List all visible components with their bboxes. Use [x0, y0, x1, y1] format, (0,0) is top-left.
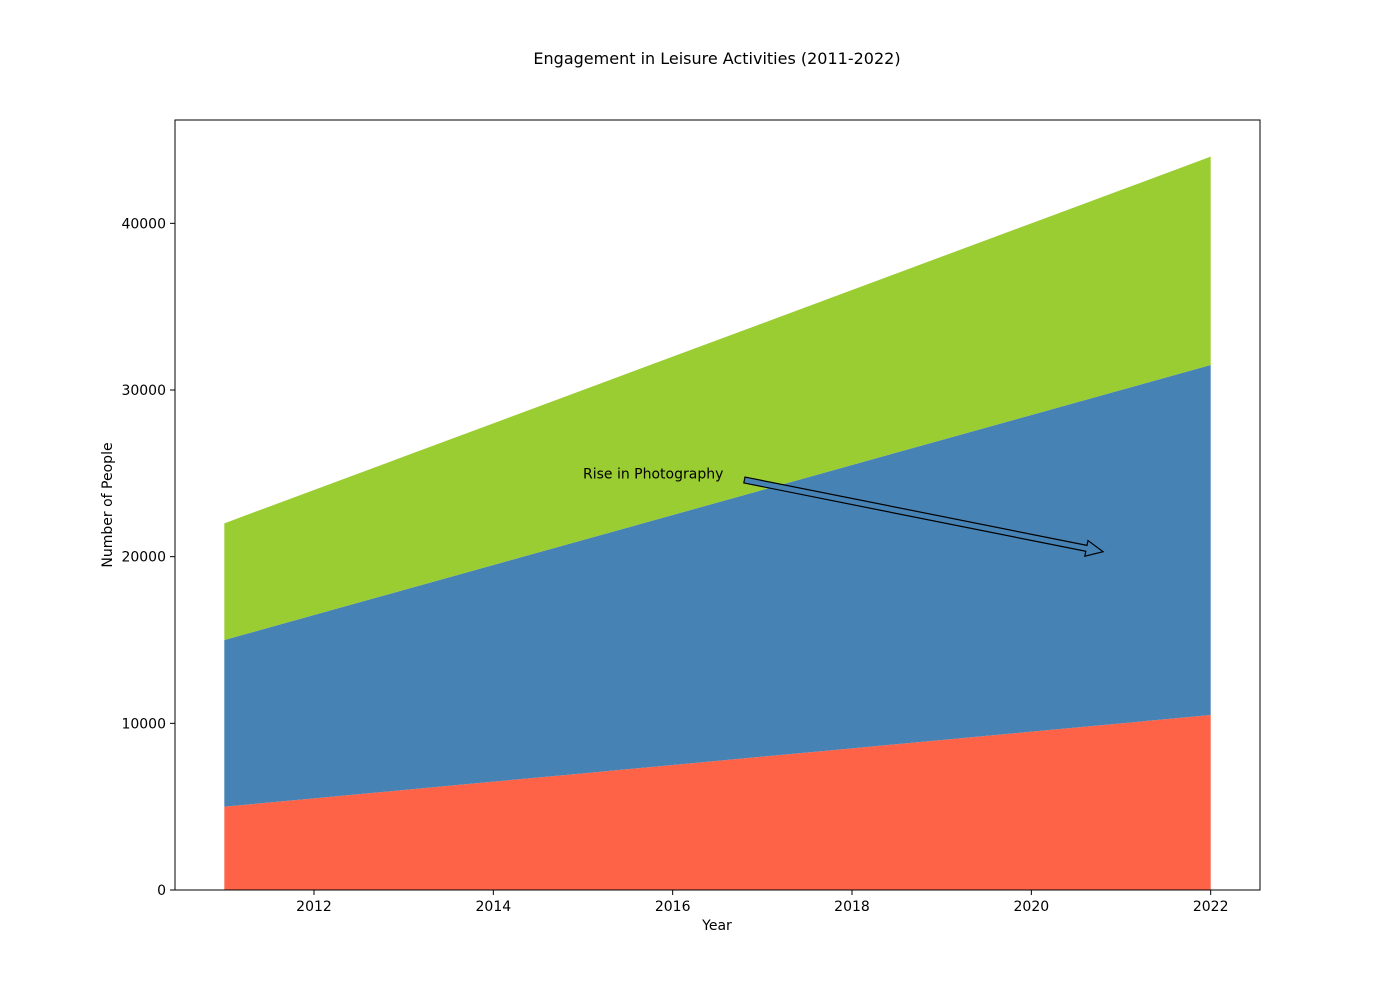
- area-series-2: [224, 365, 1211, 807]
- y-axis-ticks: 0 10000 20000 30000 40000: [121, 216, 175, 899]
- y-tick-label: 0: [157, 883, 166, 899]
- area-series-1: [224, 715, 1211, 890]
- x-tick-label: 2022: [1193, 899, 1229, 915]
- y-tick-label: 20000: [121, 550, 166, 566]
- y-tick-label: 30000: [121, 383, 166, 399]
- area-series-3: [224, 156, 1211, 641]
- annotation-text: Rise in Photography: [583, 466, 723, 482]
- chart-title: Engagement in Leisure Activities (2011-2…: [533, 49, 900, 68]
- plot-frame: [174, 119, 1261, 891]
- x-tick-label: 2020: [1014, 899, 1050, 915]
- x-axis-label: Year: [701, 918, 732, 934]
- x-tick-label: 2012: [296, 899, 332, 915]
- y-axis-label: Number of People: [100, 442, 116, 567]
- annotations: Rise in Photography: [583, 466, 1105, 557]
- y-tick-label: 40000: [121, 216, 166, 232]
- x-tick-label: 2016: [655, 899, 691, 915]
- annotation-arrow: [743, 476, 1105, 557]
- plot-areas: [224, 156, 1211, 890]
- y-tick-label: 10000: [121, 716, 166, 732]
- x-axis-ticks: 2012 2014 2016 2018 2020 2022: [296, 890, 1229, 915]
- x-tick-label: 2014: [476, 899, 512, 915]
- x-tick-label: 2018: [834, 899, 870, 915]
